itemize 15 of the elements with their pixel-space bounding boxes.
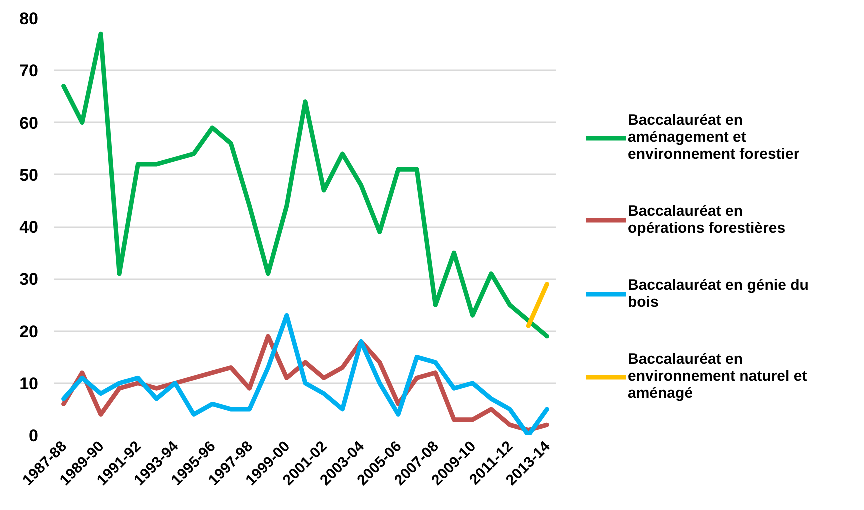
legend-label: Baccalauréat en génie du bois <box>628 277 809 311</box>
y-tick-label: 60 <box>20 114 39 133</box>
y-tick-label: 20 <box>20 322 39 342</box>
legend-label: Baccalauréat en aménagement et environnement forestier <box>628 112 800 163</box>
y-tick-label: 70 <box>20 62 39 81</box>
y-tick-label: 10 <box>20 374 39 394</box>
legend-label: Baccalauréat en environnement naturel et aménagé <box>628 351 808 402</box>
y-tick-label: 30 <box>20 270 39 290</box>
line-series <box>62 313 550 436</box>
y-tick-label: 80 <box>20 10 39 28</box>
y-tick-label: 50 <box>20 166 39 185</box>
y-tick-label: 0 <box>29 426 39 446</box>
line-series <box>62 32 550 339</box>
y-tick-label: 40 <box>20 218 39 237</box>
legend-label: Baccalauréat en opérations forestières <box>628 203 786 237</box>
